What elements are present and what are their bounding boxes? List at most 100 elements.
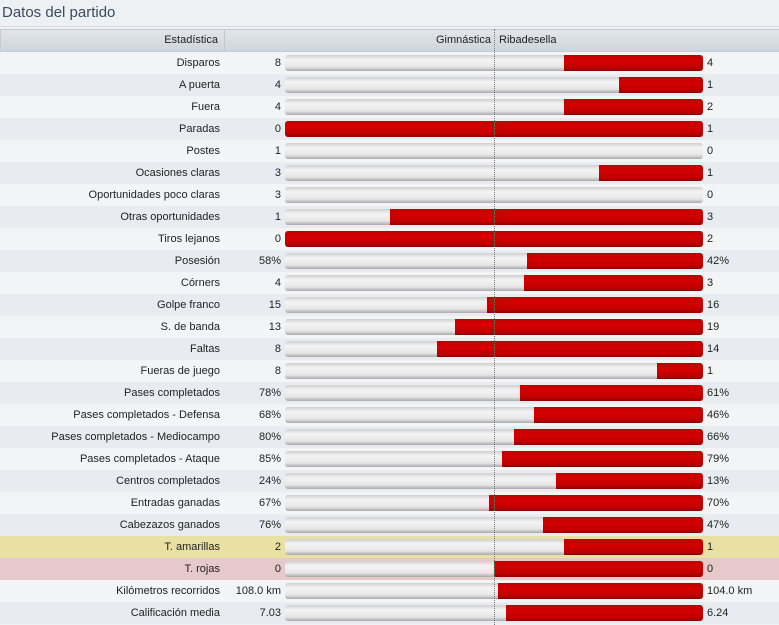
stat-label: S. de banda: [160, 321, 220, 333]
away-value: 16: [707, 299, 720, 311]
comparison-bar: [285, 341, 703, 357]
away-share-fill: [523, 275, 703, 291]
comparison-bar: [285, 209, 703, 225]
away-share-fill: [506, 605, 703, 621]
away-share-fill: [501, 451, 703, 467]
table-row: A puerta 4 1: [0, 74, 779, 96]
comparison-bar: [285, 319, 703, 335]
away-share-fill: [489, 495, 703, 511]
stat-label: Ocasiones claras: [135, 167, 220, 179]
stat-label: Kilómetros recorridos: [116, 585, 220, 597]
stat-label: Pases completados - Defensa: [73, 409, 220, 421]
table-row: Paradas 0 1: [0, 118, 779, 140]
stat-label: Pases completados - Ataque: [79, 453, 220, 465]
table-row: Pases completados - Ataque 85% 79%: [0, 448, 779, 470]
away-value: 19: [707, 321, 720, 333]
stats-table: Estadística Gimnástica Ribadesella Dispa…: [0, 29, 779, 624]
table-row: Postes 1 0: [0, 140, 779, 162]
away-value: 1: [707, 123, 714, 135]
table-row: T. rojas 0 0: [0, 558, 779, 580]
table-row: Golpe franco 15 16: [0, 294, 779, 316]
stat-label: Postes: [186, 145, 220, 157]
header-stat[interactable]: Estadística: [164, 34, 218, 46]
away-value: 2: [707, 101, 714, 113]
away-value: 1: [707, 79, 714, 91]
stat-label: Golpe franco: [157, 299, 220, 311]
home-value: 0: [274, 123, 281, 135]
away-share-fill: [494, 561, 703, 577]
home-value: 0: [274, 563, 281, 575]
away-value: 104.0 km: [707, 585, 753, 597]
home-value: 85%: [258, 453, 281, 465]
home-value: 76%: [258, 519, 281, 531]
away-share-fill: [437, 341, 703, 357]
stat-label: Entradas ganadas: [130, 497, 220, 509]
table-row: Córners 4 3: [0, 272, 779, 294]
comparison-bar: [285, 583, 703, 599]
away-share-fill: [285, 121, 703, 137]
stat-label: Fuera: [191, 101, 220, 113]
away-value: 4: [707, 57, 714, 69]
stat-label: Calificación media: [130, 607, 220, 619]
away-value: 0: [707, 563, 714, 575]
away-share-fill: [497, 583, 703, 599]
stat-label: Posesión: [174, 255, 220, 267]
away-share-fill: [527, 253, 703, 269]
away-value: 6.24: [707, 607, 729, 619]
stat-label: T. rojas: [184, 563, 220, 575]
home-value: 13: [268, 321, 281, 333]
table-row: Entradas ganadas 67% 70%: [0, 492, 779, 514]
comparison-bar: [285, 561, 703, 577]
away-share-fill: [556, 473, 703, 489]
table-row: Posesión 58% 42%: [0, 250, 779, 272]
away-share-fill: [656, 363, 703, 379]
stat-label: Centros completados: [116, 475, 220, 487]
table-row: Fuera 4 2: [0, 96, 779, 118]
table-row: Tiros lejanos 0 2: [0, 228, 779, 250]
away-value: 47%: [707, 519, 730, 531]
away-value: 1: [707, 541, 714, 553]
home-value: 0: [274, 233, 281, 245]
stat-label: Pases completados: [124, 387, 220, 399]
away-value: 0: [707, 145, 714, 157]
header-home-team: Gimnástica: [435, 34, 491, 46]
away-share-fill: [619, 77, 703, 93]
comparison-bar: [285, 55, 703, 71]
stat-label: Córners: [180, 277, 220, 289]
table-header: Estadística Gimnástica Ribadesella: [0, 29, 779, 52]
away-value: 13%: [707, 475, 730, 487]
away-value: 3: [707, 211, 714, 223]
away-share-fill: [514, 429, 703, 445]
stat-label: Tiros lejanos: [158, 233, 220, 245]
comparison-bar: [285, 297, 703, 313]
away-share-fill: [543, 517, 703, 533]
comparison-bar: [285, 539, 703, 555]
away-value: 1: [707, 365, 714, 377]
comparison-bar: [285, 165, 703, 181]
home-value: 24%: [258, 475, 281, 487]
table-row: Otras oportunidades 1 3: [0, 206, 779, 228]
comparison-bar: [285, 253, 703, 269]
table-row: Cabezazos ganados 76% 47%: [0, 514, 779, 536]
away-share-fill: [534, 407, 703, 423]
away-value: 14: [707, 343, 720, 355]
comparison-bar: [285, 121, 703, 137]
stat-label: Cabezazos ganados: [119, 519, 220, 531]
comparison-bar: [285, 407, 703, 423]
away-share-fill: [454, 319, 703, 335]
home-value: 78%: [258, 387, 281, 399]
away-value: 42%: [707, 255, 730, 267]
divider: [0, 26, 779, 27]
home-value: 4: [274, 101, 281, 113]
table-row: Pases completados - Defensa 68% 46%: [0, 404, 779, 426]
stat-label: Paradas: [179, 123, 220, 135]
table-row: Kilómetros recorridos 108.0 km 104.0 km: [0, 580, 779, 602]
home-value: 1: [274, 211, 281, 223]
stat-label: T. amarillas: [164, 541, 220, 553]
comparison-bar: [285, 385, 703, 401]
home-value: 8: [274, 365, 281, 377]
home-value: 15: [268, 299, 281, 311]
stat-label: Fueras de juego: [140, 365, 221, 377]
table-row: Pases completados 78% 61%: [0, 382, 779, 404]
table-row: Faltas 8 14: [0, 338, 779, 360]
